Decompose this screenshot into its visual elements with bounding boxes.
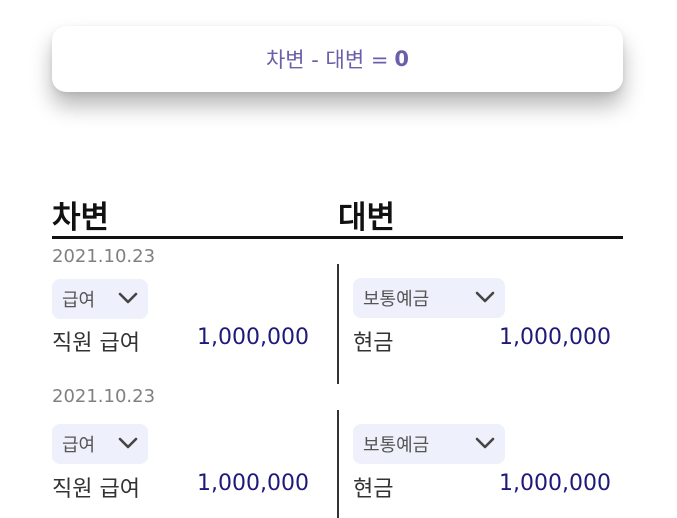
- debit-category-value: 급여: [62, 290, 96, 311]
- debit-amount: 1,000,000: [197, 471, 309, 496]
- column-divider: [337, 410, 339, 518]
- debit-account-name: 직원 급여: [52, 331, 140, 356]
- credit-category-value: 보통예금: [363, 289, 430, 310]
- journal-entry: 2021.10.23 급여 직원 급여 1,000,000 보통예금 현금 1,…: [52, 386, 623, 518]
- column-divider: [337, 264, 339, 384]
- credit-account-name: 현금: [353, 477, 394, 502]
- balance-summary-label: 차변 - 대변 =: [265, 48, 389, 72]
- chevron-down-icon: [475, 291, 495, 303]
- credit-header: 대변: [338, 200, 396, 236]
- debit-header: 차변: [52, 200, 110, 236]
- balance-summary-total: 0: [394, 47, 410, 71]
- balance-summary-card: 차변 - 대변 = 0: [52, 26, 623, 92]
- ledger-header: 차변 대변: [52, 188, 623, 239]
- debit-category-select[interactable]: 급여: [52, 279, 148, 319]
- journal-entry: 2021.10.23 급여 직원 급여 1,000,000 보통예금 현금 1,…: [52, 246, 623, 386]
- debit-account-name: 직원 급여: [52, 477, 140, 502]
- chevron-down-icon: [475, 437, 495, 449]
- credit-category-select[interactable]: 보통예금: [353, 278, 505, 318]
- entry-date: 2021.10.23: [52, 386, 156, 407]
- debit-category-value: 급여: [62, 435, 96, 456]
- chevron-down-icon: [118, 437, 138, 449]
- credit-category-value: 보통예금: [363, 435, 430, 456]
- debit-amount: 1,000,000: [197, 325, 309, 350]
- credit-amount: 1,000,000: [499, 325, 611, 350]
- chevron-down-icon: [118, 292, 138, 304]
- debit-category-select[interactable]: 급여: [52, 424, 148, 464]
- entry-date: 2021.10.23: [52, 246, 156, 267]
- credit-category-select[interactable]: 보통예금: [353, 424, 505, 464]
- credit-account-name: 현금: [353, 331, 394, 356]
- credit-amount: 1,000,000: [499, 471, 611, 496]
